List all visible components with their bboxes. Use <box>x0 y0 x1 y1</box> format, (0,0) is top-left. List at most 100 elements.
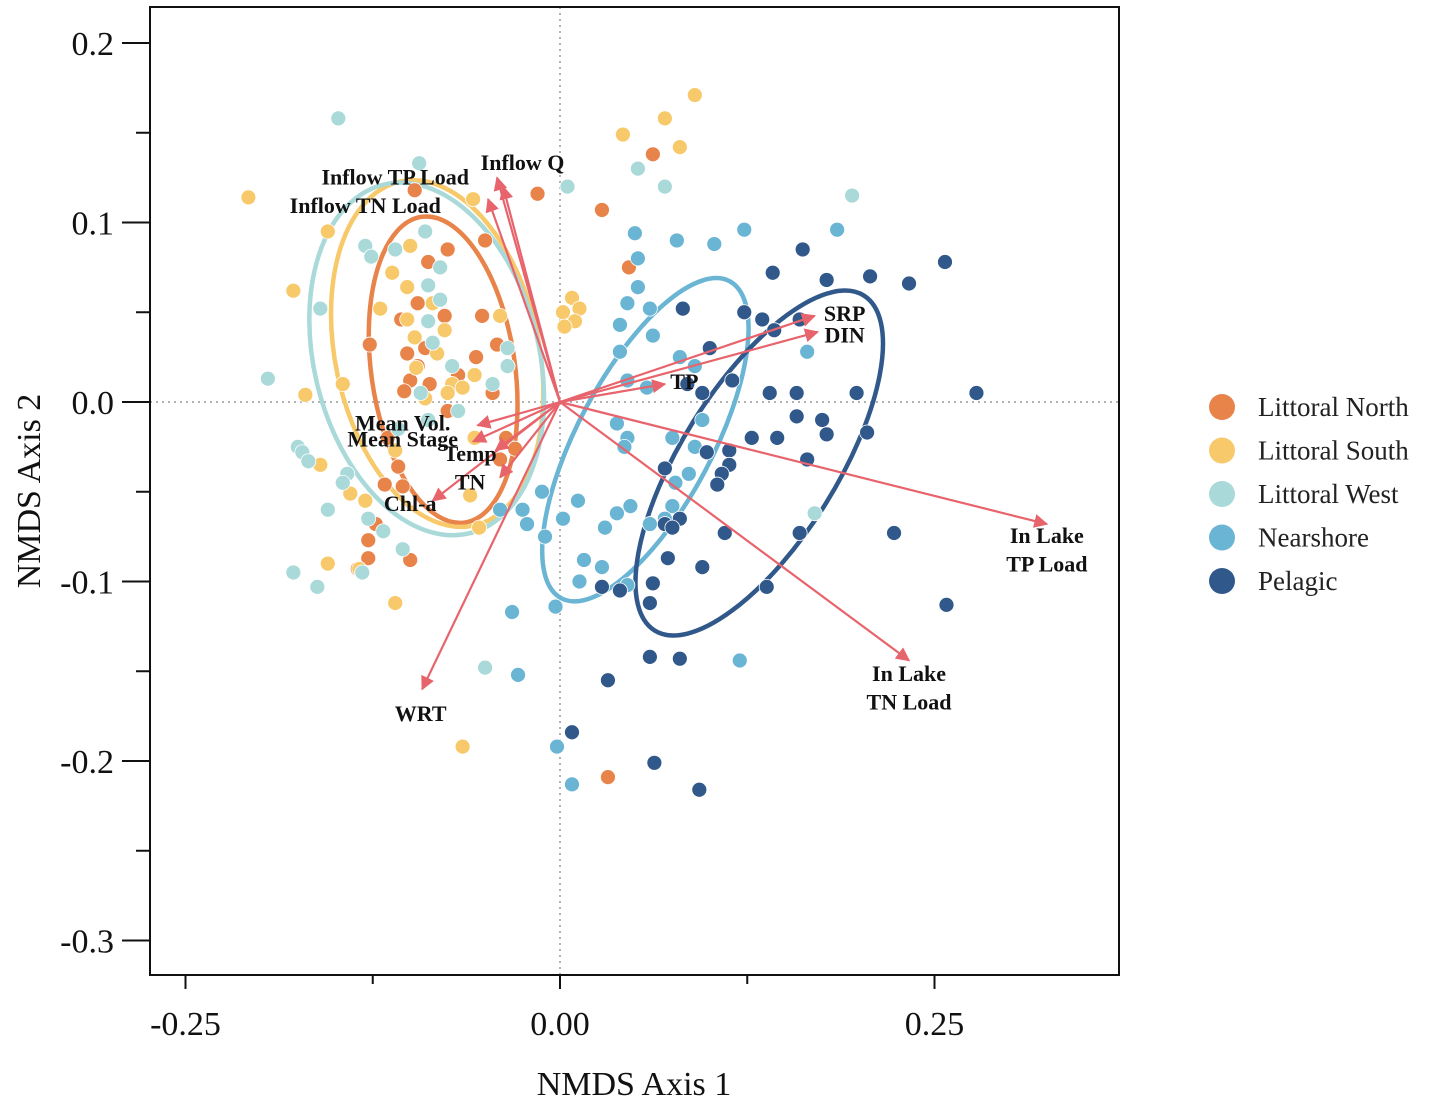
point-littoral-west <box>360 510 377 527</box>
point-littoral-north <box>436 307 453 324</box>
vector-arrow-chl-a <box>431 401 561 502</box>
point-littoral-north <box>644 146 661 163</box>
point-littoral-north <box>474 307 491 324</box>
point-littoral-south <box>408 359 425 376</box>
point-littoral-west <box>259 370 276 387</box>
point-littoral-north <box>361 336 378 353</box>
legend-label-littoral-south: Littoral South <box>1258 436 1409 466</box>
point-pelagic <box>818 272 835 288</box>
point-littoral-north <box>376 476 393 493</box>
point-nearshore <box>694 412 711 428</box>
legend-marker-littoral-north <box>1209 394 1235 420</box>
point-littoral-west <box>420 277 437 294</box>
vector-label-inflow-q: Inflow Q <box>481 150 565 175</box>
point-littoral-west <box>420 313 437 330</box>
point-littoral-west <box>499 358 516 375</box>
point-nearshore <box>555 510 571 527</box>
legend-marker-littoral-south <box>1209 437 1235 464</box>
y-axis: -0.3 -0.2 -0.1 0.0 0.1 0.2 <box>60 26 150 961</box>
legend-marker-pelagic <box>1209 568 1235 594</box>
point-nearshore <box>519 516 535 532</box>
point-pelagic <box>594 578 610 595</box>
point-nearshore <box>629 279 646 296</box>
point-littoral-west <box>363 248 380 265</box>
point-littoral-north <box>468 349 485 366</box>
point-nearshore <box>829 221 846 238</box>
point-littoral-south <box>471 519 488 536</box>
point-nearshore <box>799 343 816 360</box>
point-nearshore <box>570 492 586 509</box>
point-pelagic <box>694 385 711 401</box>
point-pelagic <box>659 550 676 567</box>
point-nearshore <box>731 652 748 669</box>
point-littoral-north <box>360 532 377 549</box>
point-pelagic <box>758 578 775 595</box>
point-nearshore <box>641 300 658 317</box>
point-nearshore <box>564 776 580 793</box>
data-points <box>240 87 985 798</box>
point-littoral-south <box>454 379 471 396</box>
point-littoral-west <box>387 241 404 258</box>
point-littoral-north <box>402 552 419 568</box>
point-pelagic <box>788 385 805 401</box>
point-pelagic <box>698 444 715 461</box>
point-pelagic <box>814 412 831 428</box>
point-pelagic <box>679 376 696 392</box>
point-littoral-south <box>319 555 336 572</box>
point-pelagic <box>901 275 917 292</box>
point-littoral-south <box>462 487 479 504</box>
point-littoral-west <box>334 474 351 491</box>
point-littoral-west <box>432 291 449 308</box>
point-littoral-west <box>484 376 501 392</box>
point-pelagic <box>764 264 781 281</box>
point-littoral-north <box>396 383 413 400</box>
point-pelagic <box>641 648 658 665</box>
reference-lines <box>150 7 1119 975</box>
point-nearshore <box>736 221 753 238</box>
point-littoral-north <box>406 182 423 199</box>
point-littoral-west <box>559 178 576 195</box>
point-littoral-south <box>297 386 314 403</box>
point-nearshore <box>597 519 613 536</box>
vector-arrow-wrt <box>421 401 561 691</box>
point-littoral-west <box>354 564 371 581</box>
point-littoral-west <box>656 178 673 195</box>
vector-label-inflow-tn-load: Inflow TN Load <box>290 193 441 218</box>
point-littoral-south <box>454 738 471 755</box>
point-littoral-north <box>529 185 546 202</box>
vector-label-mean-stage: Mean Stage <box>347 427 458 452</box>
point-littoral-west <box>375 523 392 540</box>
point-pelagic <box>761 385 778 401</box>
legend-label-littoral-west: Littoral West <box>1258 479 1399 509</box>
point-littoral-south <box>564 289 580 306</box>
point-pelagic <box>646 754 663 771</box>
point-littoral-west <box>285 564 302 581</box>
vector-label-tn: TN <box>455 470 486 495</box>
vector-label-mean-vol: Mean Vol. <box>355 410 450 435</box>
point-littoral-west <box>319 501 336 518</box>
point-nearshore <box>644 327 661 344</box>
point-pelagic <box>724 372 741 389</box>
x-tick-label: 0.25 <box>905 1006 965 1043</box>
plot-frame <box>149 6 1120 976</box>
point-littoral-north <box>507 440 523 457</box>
point-littoral-south <box>465 191 482 208</box>
point-pelagic <box>612 582 628 599</box>
vector-label-tp: TP <box>670 369 698 394</box>
y-tick-label: 0.1 <box>72 206 115 243</box>
point-nearshore <box>594 559 610 576</box>
point-littoral-south <box>439 385 456 401</box>
point-nearshore <box>549 738 565 755</box>
point-pelagic <box>788 408 805 425</box>
vector-arrow-tp <box>559 379 667 404</box>
point-pelagic <box>709 476 726 493</box>
point-nearshore <box>619 295 636 312</box>
point-nearshore <box>514 501 531 518</box>
vector-label-din: DIN <box>824 322 864 347</box>
point-littoral-south <box>334 376 351 392</box>
point-pelagic <box>794 241 811 258</box>
x-tick-label: 0.00 <box>530 1006 590 1043</box>
point-littoral-south <box>372 300 389 317</box>
ellipse-littoral-north <box>366 214 520 526</box>
